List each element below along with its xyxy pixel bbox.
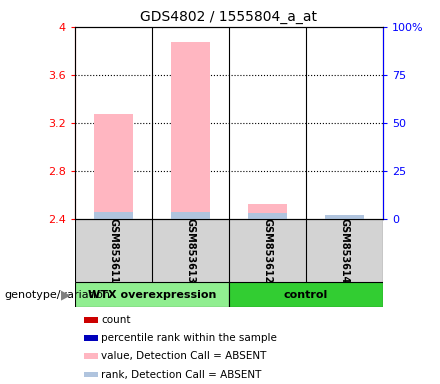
Bar (171, 212, 209, 219)
Text: GSM853613: GSM853613 (185, 218, 195, 283)
Bar (84, 353, 98, 359)
Title: GDS4802 / 1555804_a_at: GDS4802 / 1555804_a_at (140, 10, 317, 25)
Text: WTX overexpression: WTX overexpression (88, 290, 216, 300)
Bar (152, 219, 229, 282)
Bar (84, 372, 98, 377)
Bar (94, 114, 132, 219)
Bar (84, 335, 98, 341)
Bar (229, 282, 383, 307)
Bar (248, 204, 286, 219)
Bar (248, 213, 286, 219)
Text: control: control (284, 290, 328, 300)
Bar (229, 219, 306, 282)
Bar (325, 215, 363, 219)
Bar (306, 219, 383, 282)
Text: GSM853611: GSM853611 (108, 218, 118, 283)
Bar (75, 219, 152, 282)
Text: count: count (101, 315, 131, 325)
Text: percentile rank within the sample: percentile rank within the sample (101, 333, 277, 343)
Bar (75, 282, 229, 307)
Text: ▶: ▶ (61, 288, 71, 301)
Bar (84, 317, 98, 323)
Text: GSM853612: GSM853612 (262, 218, 272, 283)
Text: genotype/variation: genotype/variation (4, 290, 110, 300)
Text: value, Detection Call = ABSENT: value, Detection Call = ABSENT (101, 351, 267, 361)
Text: rank, Detection Call = ABSENT: rank, Detection Call = ABSENT (101, 369, 262, 379)
Bar (171, 43, 209, 219)
Text: GSM853614: GSM853614 (339, 218, 349, 283)
Bar (94, 212, 132, 219)
